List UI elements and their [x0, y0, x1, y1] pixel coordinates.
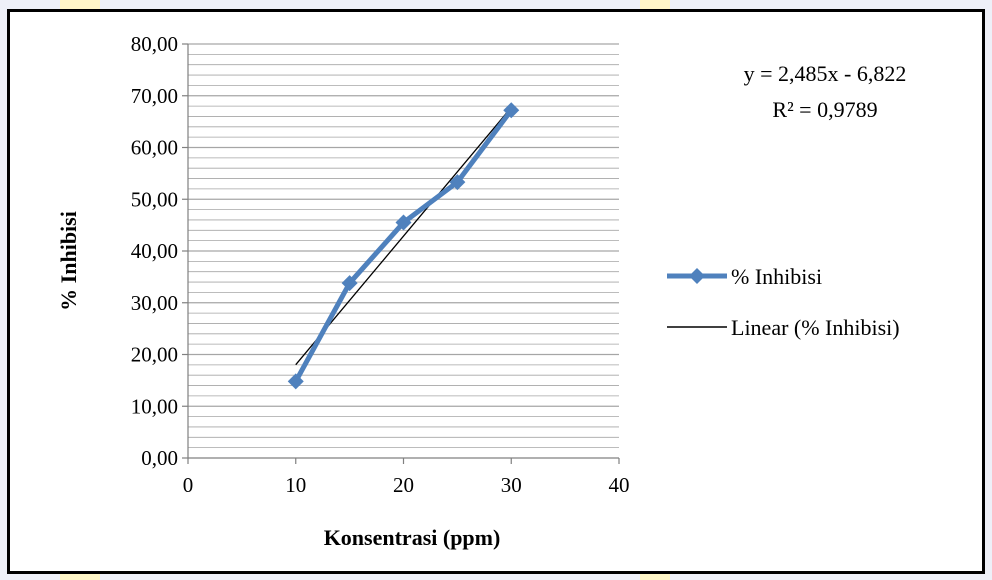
chart-canvas: 0,00 10,00 20,00 30,00 40,00 50,00 60,00 70,00 8…	[56, 32, 907, 550]
trendline	[295, 107, 512, 366]
x-tick-label: 10	[285, 473, 306, 497]
legend-trendline-label: Linear (% Inhibisi)	[731, 315, 900, 340]
data-point-marker	[341, 275, 358, 292]
data-point-marker	[449, 174, 466, 191]
data-point-marker	[287, 373, 304, 390]
gridlines	[188, 43, 619, 449]
x-tick-label: 20	[393, 473, 414, 497]
x-tick-label: 30	[501, 473, 522, 497]
legend: % Inhibisi Linear (% Inhibisi)	[667, 264, 900, 340]
x-axis-title: Konsentrasi (ppm)	[324, 525, 501, 550]
y-tick-label: 60,00	[131, 136, 178, 160]
trendline-layer	[295, 107, 512, 366]
y-tick-label: 20,00	[131, 343, 178, 367]
axes	[182, 43, 620, 464]
series-layer	[287, 102, 520, 390]
data-point-marker	[395, 214, 412, 231]
y-tick-labels: 0,00 10,00 20,00 30,00 40,00 50,00 60,00 70,00 8…	[131, 32, 178, 470]
x-tick-labels: 0 10 20 30 40	[183, 473, 630, 497]
data-point-marker	[503, 102, 520, 119]
r-squared-label: R² = 0,9789	[772, 97, 877, 122]
y-tick-label: 30,00	[131, 291, 178, 315]
legend-series-swatch-marker	[689, 268, 705, 284]
x-tick-label: 0	[183, 473, 194, 497]
y-tick-label: 70,00	[131, 84, 178, 108]
y-tick-label: 50,00	[131, 187, 178, 211]
y-tick-label: 80,00	[131, 32, 178, 56]
chart-frame: 0,00 10,00 20,00 30,00 40,00 50,00 60,00 70,00 8…	[7, 9, 985, 574]
trendline-equation: y = 2,485x - 6,822	[744, 61, 907, 86]
y-tick-label: 0,00	[141, 446, 178, 470]
x-tick-label: 40	[609, 473, 630, 497]
y-tick-label: 40,00	[131, 239, 178, 263]
y-tick-label: 10,00	[131, 394, 178, 418]
y-axis-title: % Inhibisi	[56, 211, 81, 311]
series-line	[293, 108, 514, 383]
legend-series-label: % Inhibisi	[731, 264, 822, 289]
